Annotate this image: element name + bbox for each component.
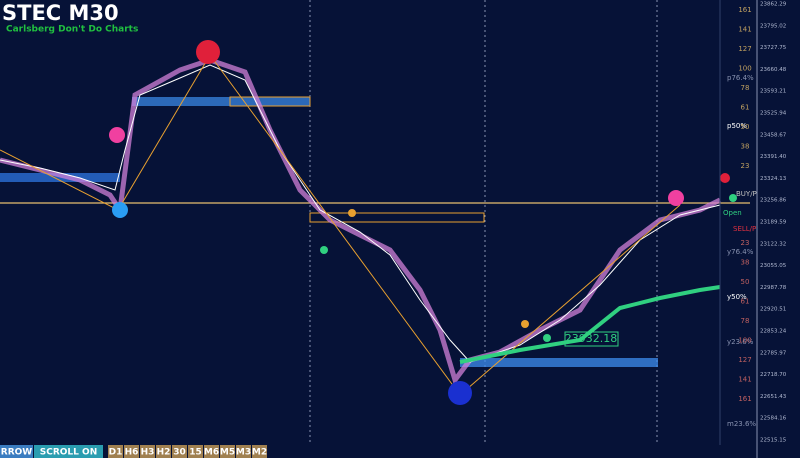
- fib-label: 127: [738, 45, 751, 53]
- fib-label: 161: [738, 6, 751, 14]
- fib-label: 78: [741, 84, 750, 92]
- price-axis-label: 23660.48: [760, 67, 787, 73]
- price-axis-label: 22987.78: [760, 285, 787, 291]
- price-axis-label: 23122.32: [760, 241, 786, 247]
- toolbar-button[interactable]: [34, 445, 103, 458]
- level-label: SELL/P: [733, 225, 756, 233]
- marker: [448, 381, 472, 405]
- level-label: BUY/P: [736, 190, 757, 198]
- title: STEC M30: [2, 1, 119, 25]
- marker: [320, 246, 328, 254]
- price-axis-label: 22718.70: [760, 372, 787, 378]
- fib-label: 50: [741, 278, 750, 286]
- toolbar-label: SCROLL ON: [40, 448, 97, 458]
- toolbar-button[interactable]: [236, 445, 251, 458]
- price-axis-label: 22651.43: [760, 394, 787, 400]
- price-axis-label: 23324.13: [760, 176, 787, 182]
- price-axis-label: 22785.97: [760, 350, 787, 356]
- price-axis-label: 22920.51: [760, 307, 786, 313]
- toolbar-label: H2: [157, 448, 171, 458]
- toolbar-label: 30: [173, 448, 186, 458]
- toolbar-label: RROW: [1, 448, 33, 458]
- marker: [668, 190, 684, 206]
- level-label: p76.4%: [727, 74, 754, 82]
- price-axis-label: 23189.59: [760, 220, 787, 226]
- level-label: m23.6%: [727, 420, 756, 428]
- marker: [112, 202, 128, 218]
- price-axis-label: 22515.15: [760, 438, 787, 444]
- toolbar-label: D1: [109, 448, 123, 458]
- price-axis-label: 23593.21: [760, 89, 786, 95]
- level-label: y23.6%: [727, 338, 754, 346]
- toolbar-button[interactable]: [172, 445, 187, 458]
- price-axis-label: 23256.86: [760, 198, 787, 204]
- level-labels: p76.4% p50% BUY/P Open SELL/P y76.4% y50…: [723, 74, 757, 428]
- fib-label: 61: [741, 298, 750, 306]
- toolbar-button[interactable]: [0, 445, 33, 458]
- price-axis-label: 23862.29: [760, 2, 787, 8]
- price-box: [564, 331, 619, 347]
- price-box-label: 23932.18: [565, 332, 618, 345]
- toolbar-button[interactable]: [156, 445, 171, 458]
- fib-label: 100: [738, 65, 751, 73]
- price-axis-label: 23391.40: [760, 154, 787, 160]
- price-axis-label: 22853.24: [760, 329, 787, 335]
- moving-average: [0, 64, 721, 363]
- toolbar-button[interactable]: [188, 445, 203, 458]
- fib-label: 141: [738, 376, 751, 384]
- toolbar-label: M6: [204, 448, 219, 458]
- fib-label: 61: [741, 104, 750, 112]
- marker: [720, 173, 730, 183]
- price-axis-label: 23055.05: [760, 263, 787, 269]
- toolbar-label: M2: [252, 448, 267, 458]
- toolbar-label: 15: [189, 448, 202, 458]
- zone: [460, 358, 658, 367]
- trend-line: [459, 285, 721, 364]
- toolbar-label: M3: [236, 448, 251, 458]
- price-axis-label: 22584.16: [760, 416, 787, 422]
- marker: [109, 127, 125, 143]
- zone: [229, 96, 311, 107]
- toolbar-button[interactable]: [204, 445, 219, 458]
- toolbar-label: M5: [220, 448, 235, 458]
- level-label: y76.4%: [727, 248, 754, 256]
- fib-label: 100: [738, 337, 751, 345]
- fib-label: 161: [738, 395, 751, 403]
- marker: [521, 320, 529, 328]
- fib-label: 23: [741, 239, 750, 247]
- toolbar-button[interactable]: [124, 445, 139, 458]
- toolbar-button[interactable]: [108, 445, 123, 458]
- zone: [309, 212, 485, 223]
- fib-label: 38: [741, 259, 750, 267]
- fib-label: 141: [738, 26, 751, 34]
- separators: [309, 0, 658, 445]
- fib-label: 50: [741, 123, 750, 131]
- marker: [196, 40, 220, 64]
- level-label: Open: [723, 209, 742, 217]
- fib-label: 23: [741, 162, 750, 170]
- zone: [132, 97, 310, 106]
- toolbar-label: H6: [125, 448, 139, 458]
- marker: [729, 194, 737, 202]
- subtitle: Carlsberg Don't Do Charts: [6, 25, 138, 35]
- price-axis-label: 23525.94: [760, 111, 787, 117]
- toolbar-button[interactable]: [140, 445, 155, 458]
- price-axis-label: 23795.02: [760, 23, 786, 29]
- fib-label: 78: [741, 317, 750, 325]
- marker: [348, 209, 356, 217]
- fib-label: 127: [738, 356, 751, 364]
- price-axis-label: 23727.75: [760, 45, 787, 51]
- marker: [543, 334, 551, 342]
- price-axis-label: 23458.67: [760, 132, 787, 138]
- fib-label: 38: [741, 143, 750, 151]
- toolbar-label: H3: [141, 448, 155, 458]
- toolbar-button[interactable]: [252, 445, 267, 458]
- level-label: y50%: [727, 293, 747, 301]
- toolbar-button[interactable]: [220, 445, 235, 458]
- level-label: p50%: [727, 122, 747, 130]
